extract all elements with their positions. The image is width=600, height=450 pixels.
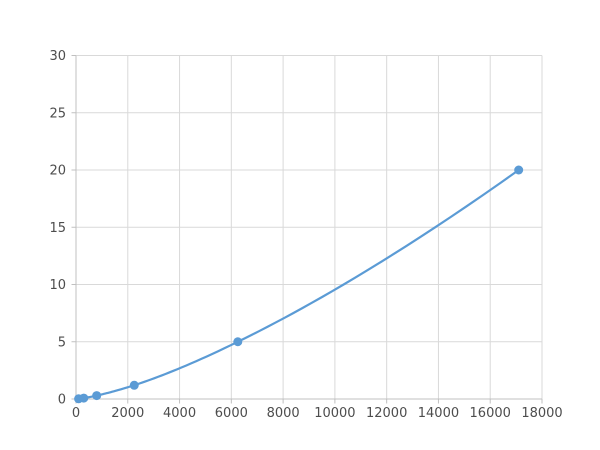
x-tick-label: 4000 (163, 406, 196, 421)
x-tick-label: 8000 (267, 406, 300, 421)
x-tick-label: 6000 (215, 406, 248, 421)
data-point-marker (514, 165, 524, 175)
data-point-marker (129, 380, 139, 390)
x-tick-label: 10000 (314, 406, 355, 421)
x-tick-label: 14000 (418, 406, 459, 421)
x-tick-label: 16000 (470, 406, 511, 421)
y-tick-label: 20 (49, 164, 66, 179)
data-point-marker (233, 337, 243, 347)
x-tick-label: 0 (72, 406, 80, 421)
y-tick-label: 10 (49, 278, 66, 293)
y-tick-label: 30 (49, 49, 66, 64)
x-tick-label: 12000 (366, 406, 407, 421)
data-point-marker (92, 391, 102, 401)
y-tick-label: 15 (49, 221, 66, 236)
gridlines (76, 55, 543, 399)
tick-labels: 0 2000 4000 6000 8000 10000 12000 14000 16000 180… (49, 49, 562, 421)
y-tick-label: 0 (58, 393, 66, 408)
y-tick-label: 5 (58, 335, 66, 350)
data-point-marker (79, 393, 89, 403)
x-tick-label: 2000 (111, 406, 144, 421)
tick-marks (71, 55, 543, 404)
x-tick-label: 18000 (521, 406, 562, 421)
y-tick-label: 25 (49, 106, 66, 121)
data-series (74, 165, 524, 404)
